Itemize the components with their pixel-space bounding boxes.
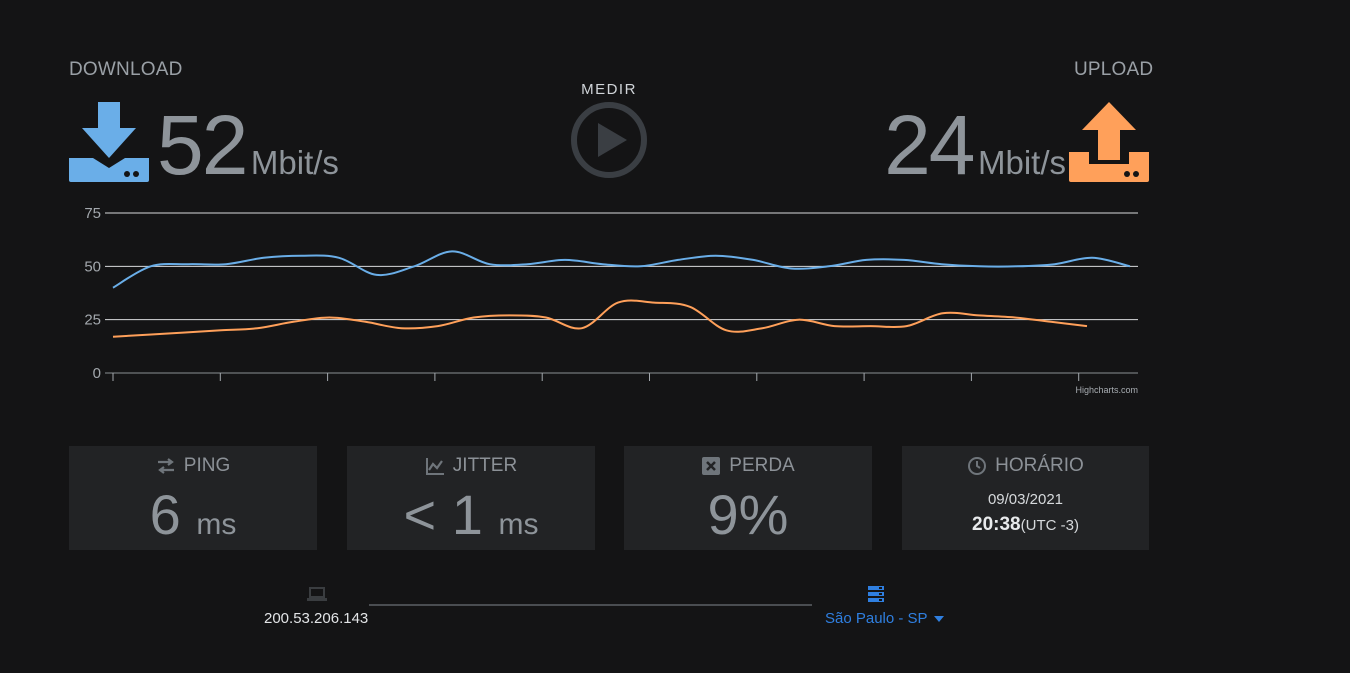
client-ip: 200.53.206.143 — [264, 610, 369, 627]
server-select[interactable]: São Paulo - SP — [825, 610, 945, 628]
loss-label: PERDA — [729, 455, 795, 476]
upload-series-line — [112, 299, 1088, 338]
loss-card: PERDA 9% — [624, 446, 872, 550]
upload-label: UPLOAD — [1074, 59, 1154, 80]
caret-down-icon — [934, 615, 945, 622]
upload-value: 24 — [884, 98, 975, 192]
y-tick-label: 50 — [84, 258, 101, 275]
connection-line — [369, 604, 812, 606]
download-speed: 52 Mbit/s — [157, 103, 339, 187]
speed-chart: 75 50 25 0 Highcharts.com — [60, 198, 1150, 403]
play-icon — [571, 102, 647, 178]
y-tick-label: 0 — [93, 365, 101, 382]
test-date: 09/03/2021 — [987, 491, 1064, 508]
test-time: 20:38(UTC -3) — [902, 514, 1149, 536]
upload-icon — [1069, 102, 1149, 182]
upload-speed: 24 Mbit/s — [884, 103, 1066, 187]
laptop-icon — [307, 586, 327, 602]
time-card: HORÁRIO 09/03/2021 20:38(UTC -3) — [902, 446, 1149, 550]
download-icon — [69, 102, 149, 182]
download-unit: Mbit/s — [250, 144, 339, 181]
jitter-label: JITTER — [452, 455, 518, 476]
loss-value: 9% — [707, 483, 789, 546]
jitter-unit: ms — [498, 508, 539, 541]
jitter-prefix: < — [403, 483, 437, 546]
y-tick-label: 75 — [84, 205, 101, 222]
ping-label: PING — [183, 455, 231, 476]
time-label: HORÁRIO — [995, 455, 1084, 476]
download-label: DOWNLOAD — [69, 59, 183, 80]
exchange-icon — [157, 458, 174, 474]
download-series-line — [112, 250, 1131, 289]
server-name: São Paulo - SP — [825, 610, 928, 627]
download-value: 52 — [157, 98, 248, 192]
measure-button[interactable] — [570, 101, 648, 179]
y-tick-label: 25 — [84, 312, 101, 329]
test-clock: 20:38 — [972, 514, 1021, 535]
jitter-card: JITTER < 1 ms — [347, 446, 595, 550]
ping-value: 6 — [149, 483, 181, 546]
ping-unit: ms — [196, 508, 237, 541]
upload-unit: Mbit/s — [977, 144, 1066, 181]
line-chart-icon — [425, 458, 444, 475]
close-square-icon — [702, 457, 721, 475]
clock-icon — [968, 457, 987, 475]
jitter-value: 1 — [451, 483, 483, 546]
timezone: (UTC -3) — [1020, 517, 1079, 534]
chart-credit[interactable]: Highcharts.com — [1075, 385, 1138, 395]
server-icon — [868, 586, 884, 602]
measure-label: MEDIR — [581, 81, 637, 98]
ping-card: PING 6 ms — [69, 446, 317, 550]
